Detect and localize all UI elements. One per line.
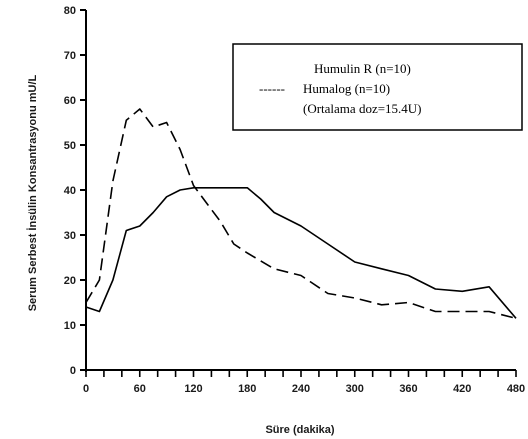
x-tick-label: 360 [399, 383, 417, 395]
x-tick-label: 300 [346, 383, 364, 395]
x-tick-label: 0 [83, 383, 89, 395]
y-tick-label: 40 [64, 185, 76, 197]
y-tick-label: 80 [64, 5, 76, 17]
x-tick-label: 120 [184, 383, 202, 395]
x-tick-label: 60 [134, 383, 146, 395]
axes: 0 10 20 30 40 50 60 70 80 0 60 120 180 240 300 360 420 48… [64, 5, 525, 395]
y-axis-title: Serum Serbest İnsülin Konsantrasyonu mU/… [26, 74, 39, 311]
y-tick-label: 10 [64, 320, 76, 332]
y-tick-label: 20 [64, 275, 76, 287]
legend-box [232, 43, 523, 131]
x-tick-label: 180 [238, 383, 256, 395]
series-layer [85, 108, 517, 320]
y-tick-label: 30 [64, 230, 76, 242]
legend-dose-note: (Ortalama doz=15.4U) [303, 101, 422, 116]
series-line-humulin [85, 187, 517, 319]
legend-entry-humalog: Humalog (n=10) [303, 81, 390, 96]
legend: Humulin R (n=10) ------ Humalog (n=10) (… [232, 43, 523, 131]
x-tick-label: 240 [292, 383, 310, 395]
y-tick-label: 50 [64, 140, 76, 152]
legend-entry-humulin: Humulin R (n=10) [314, 61, 411, 76]
y-tick-label: 60 [64, 95, 76, 107]
x-tick-label: 480 [507, 383, 525, 395]
x-tick-label: 420 [453, 383, 471, 395]
series-line-humalog [85, 108, 517, 320]
y-tick-label: 0 [70, 365, 76, 377]
x-axis-title: Süre (dakika) [265, 424, 334, 436]
y-tick-label: 70 [64, 50, 76, 62]
legend-dash-marker: ------ [259, 81, 285, 96]
